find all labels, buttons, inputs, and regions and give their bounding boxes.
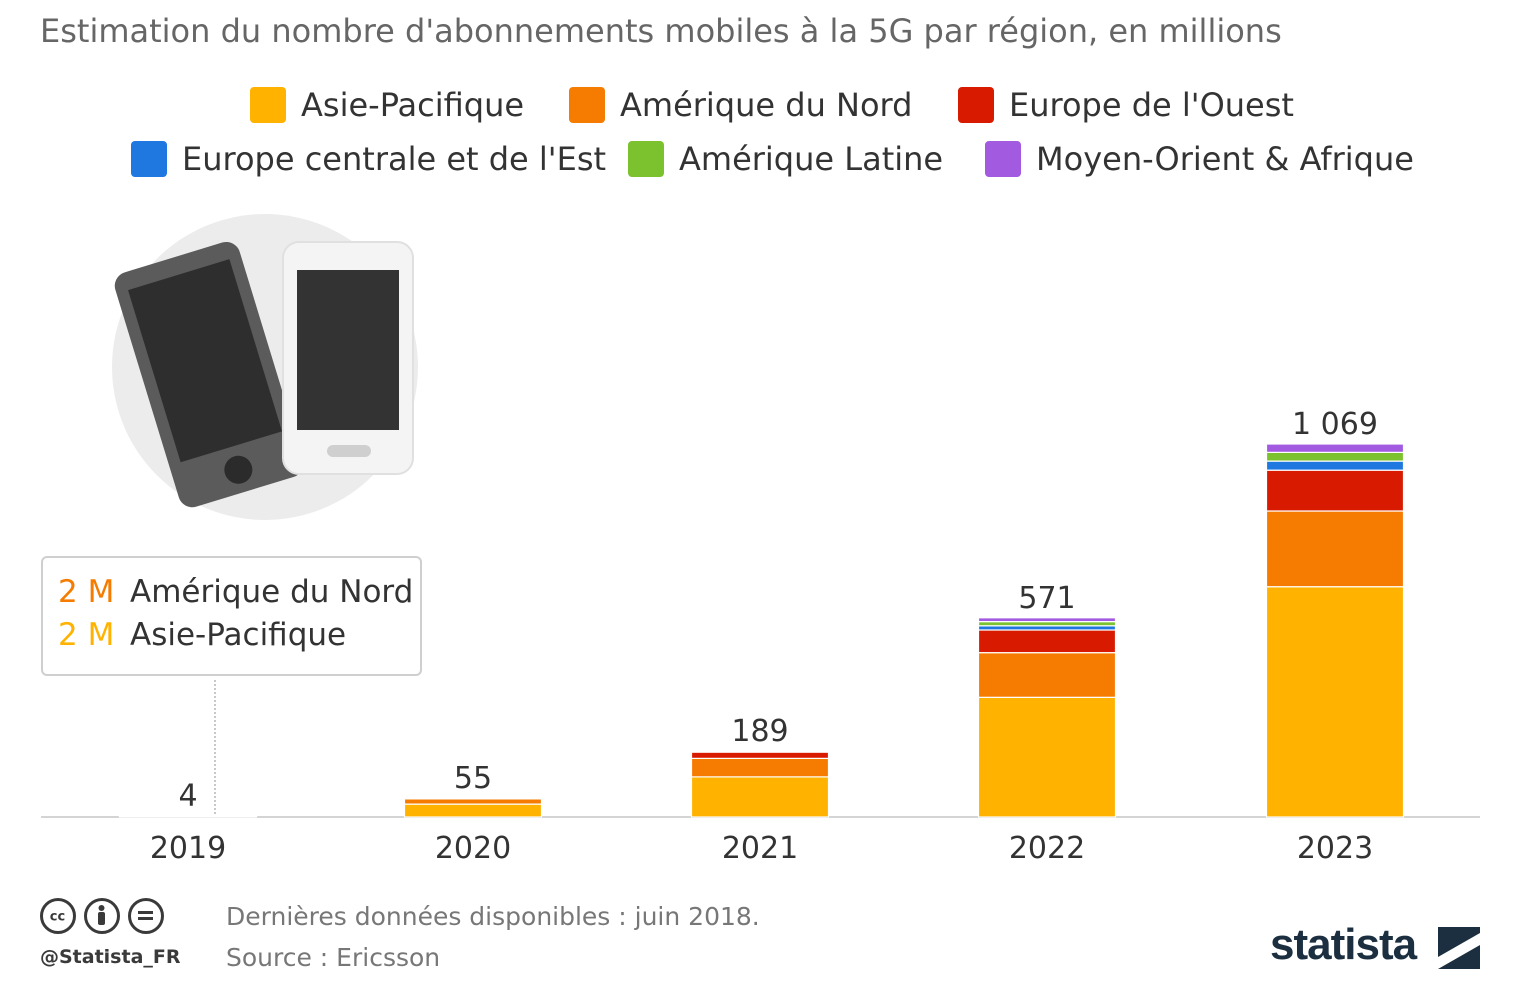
smartphones-illustration [112,214,418,520]
legend-swatch [250,87,286,123]
legend-label: Amérique Latine [679,140,944,178]
legend-item-europe-centrale-est[interactable]: Europe centrale et de l'Est [131,140,606,178]
tooltip-pointer-line [214,680,216,818]
attribution-icon [84,898,120,934]
legend-item-moyen-orient-afrique[interactable]: Moyen-Orient & Afrique [985,140,1414,178]
bar-segment-2022-1[interactable] [977,652,1117,698]
legend-item-europe-ouest[interactable]: Europe de l'Ouest [958,86,1294,124]
bar-segment-2022-0[interactable] [977,696,1117,818]
tooltip-label: Amérique du Nord [130,574,414,610]
bar-segment-2021-1[interactable] [690,757,830,778]
legend-swatch [131,141,167,177]
tooltip-value: 2 M [58,617,115,653]
stacked-bar-chart: 4 2019 55 2020 189 2021 571 2022 1 069 2023 [41,407,1480,866]
bar-segment-2020-1[interactable] [403,798,543,805]
license-icons: cc [40,898,164,934]
bar-segment-2022-3[interactable] [977,625,1117,631]
creative-commons-icon: cc [40,898,76,934]
legend-swatch [958,87,994,123]
total-label-2022: 571 [1018,581,1075,616]
svg-text:cc: cc [50,910,65,925]
social-handle[interactable]: @Statista_FR [40,946,181,968]
chart-title: Estimation du nombre d'abonnements mobil… [40,12,1282,50]
legend-swatch [569,87,605,123]
legend-swatch [985,141,1021,177]
no-derivatives-icon [128,898,164,934]
statista-logo-icon [1438,927,1480,969]
bar-segment-2021-2[interactable] [690,751,830,759]
statista-logo-text[interactable]: statista [1270,920,1417,969]
bar-segment-2023-5[interactable] [1265,443,1405,453]
total-label-2023: 1 069 [1292,407,1378,442]
bar-segment-2022-4[interactable] [977,621,1117,627]
bar-segment-2022-5[interactable] [977,617,1117,623]
bar-segment-2023-4[interactable] [1265,451,1405,462]
legend-swatch [628,141,664,177]
total-label-2020: 55 [454,761,492,796]
source-note: Source : Ericsson [226,943,441,972]
legend-item-amerique-du-nord[interactable]: Amérique du Nord [569,86,912,124]
x-tick-label-2023: 2023 [1297,831,1373,866]
bar-segment-2021-0[interactable] [690,776,830,818]
data-note: Dernières données disponibles : juin 201… [226,902,760,931]
bar-segment-2020-2[interactable] [403,797,543,800]
tooltip-row-asie-pacifique: 2 M Asie-Pacifique [58,617,346,653]
bar-segment-2023-0[interactable] [1265,586,1405,818]
tooltip-value: 2 M [58,574,115,610]
tooltip-label: Asie-Pacifique [130,617,347,653]
total-label-2019: 4 [178,779,197,814]
legend-label: Asie-Pacifique [301,86,525,124]
legend-label: Europe de l'Ouest [1009,86,1294,124]
x-tick-label-2019: 2019 [150,831,226,866]
bar-segment-2020-0[interactable] [403,803,543,818]
bar-segment-2023-1[interactable] [1265,510,1405,588]
total-label-2021: 189 [731,714,788,749]
x-tick-label-2022: 2022 [1009,831,1085,866]
x-tick-label-2020: 2020 [435,831,511,866]
tooltip-row-amerique-du-nord: 2 M Amérique du Nord [58,574,413,610]
bar-segment-2023-3[interactable] [1265,460,1405,471]
legend-row-1: Asie-Pacifique Amérique du Nord Europe d… [0,86,1520,126]
legend-item-amerique-latine[interactable]: Amérique Latine [628,140,943,178]
legend-label: Moyen-Orient & Afrique [1036,140,1414,178]
legend-label: Europe centrale et de l'Est [182,140,607,178]
bar-segment-2019-1[interactable] [118,815,258,817]
legend-row-2: Europe centrale et de l'Est Amérique Lat… [0,140,1520,180]
chart-tooltip: 2 M Amérique du Nord 2 M Asie-Pacifique [41,556,422,676]
legend-item-asie-pacifique[interactable]: Asie-Pacifique [250,86,524,124]
legend-label: Amérique du Nord [620,86,913,124]
bar-segment-2023-2[interactable] [1265,469,1405,512]
x-tick-label-2021: 2021 [722,831,798,866]
bar-segment-2022-2[interactable] [977,629,1117,654]
